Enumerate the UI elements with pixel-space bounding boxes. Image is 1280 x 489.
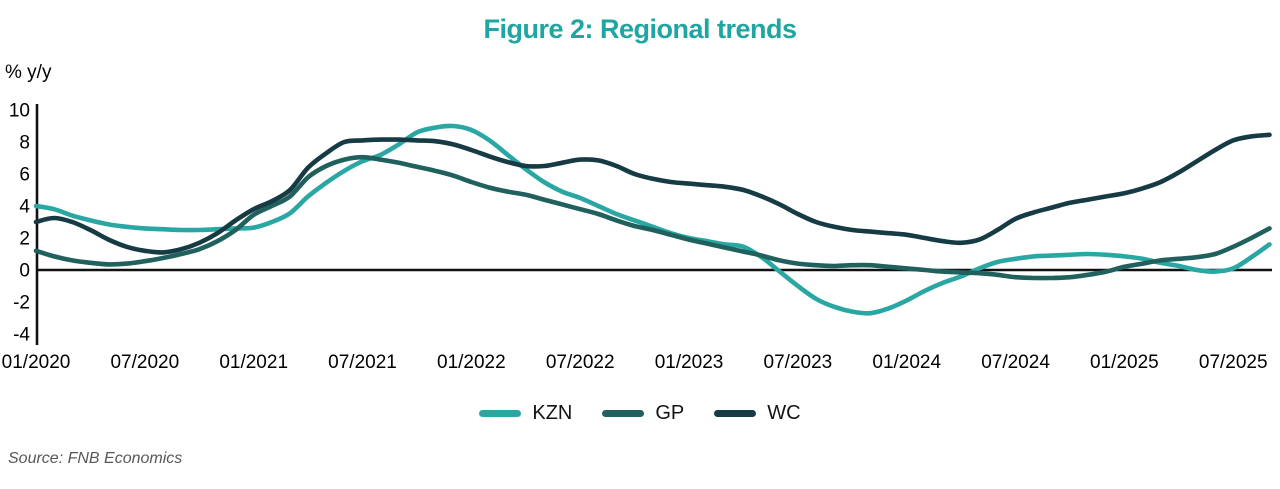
legend-label-gp: GP [655,402,685,424]
y-tick-label: -4 [13,325,30,346]
x-tick-label: 01/2022 [437,352,506,373]
gp-line [33,154,1272,281]
gp-line-swatch [602,410,645,417]
y-tick-label: 0 [19,261,30,282]
x-tick-label: 07/2025 [1199,352,1268,373]
kzn-line [33,123,1272,316]
chart-legend: KZN GP WC [0,402,1280,425]
wc-line-swatch [714,410,757,417]
x-tick-label: 07/2023 [764,352,833,373]
x-tick-label: 07/2024 [981,352,1050,373]
x-tick-label: 07/2021 [328,352,397,373]
y-tick-label: 6 [19,165,30,186]
chart-title: Figure 2: Regional trends [483,14,797,44]
legend-item-gp: GP [602,402,684,425]
x-tick-label: 01/2024 [872,352,941,373]
y-tick-label: 2 [19,229,30,250]
x-tick-label: 01/2020 [2,352,71,373]
kzn-line-swatch [479,410,522,417]
x-tick-label: 01/2023 [655,352,724,373]
legend-label-wc: WC [767,402,801,424]
source-note: Source: FNB Economics [8,450,183,467]
legend-item-kzn: KZN [479,402,572,425]
legend-label-kzn: KZN [532,402,573,424]
y-tick-label: -2 [13,293,30,314]
x-tick-label: 07/2020 [110,352,179,373]
wc-line [33,132,1272,255]
x-tick-label: 01/2025 [1090,352,1159,373]
x-tick-label: 01/2021 [219,352,288,373]
y-tick-label: 8 [19,133,30,154]
y-tick-label: 4 [19,197,30,218]
y-tick-label: 10 [9,101,30,122]
x-tick-label: 07/2022 [546,352,615,373]
y-axis-unit-label: % y/y [5,62,52,83]
legend-item-wc: WC [714,402,801,425]
